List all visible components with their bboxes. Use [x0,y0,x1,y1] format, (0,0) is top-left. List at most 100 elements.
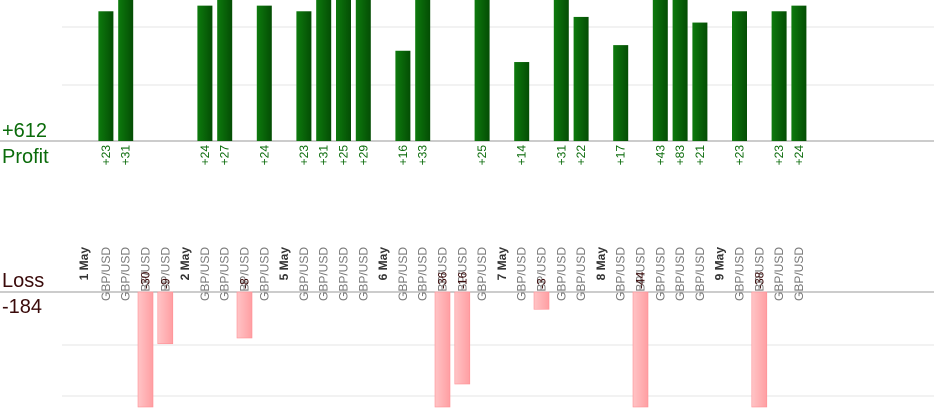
date-label: 5 May [277,247,291,281]
date-label: 2 May [178,247,192,281]
loss-bar [434,291,451,408]
profit-bar [217,0,233,141]
profit-data-label: +23 [297,145,311,166]
loss-bar [533,291,550,310]
loss-total: -184 [2,296,42,318]
pair-tick-label: GBP/USD [752,247,766,301]
pair-tick-label: GBP/USD [238,247,252,301]
loss-data-label: -8 [238,278,252,289]
pair-tick-label: GBP/USD [139,247,153,301]
profit-bar [771,11,787,142]
profit-data-label: +43 [653,145,667,166]
profit-bar [118,0,134,141]
pair-tick-label: GBP/USD [99,247,113,301]
pair-tick-label: GBP/USD [535,247,549,301]
pair-tick-label: GBP/USD [257,247,271,301]
profit-data-label: +29 [356,145,370,166]
profit-bar [98,11,114,142]
pair-tick-label: GBP/USD [772,247,786,301]
profit-bar [197,5,213,142]
pair-tick-label: GBP/USD [554,247,568,301]
profit-bar [415,0,431,141]
profit-data-label: +25 [337,145,351,166]
date-label: 7 May [495,247,509,281]
date-label: 6 May [376,247,390,281]
pair-tick-label: GBP/USD [416,247,430,301]
profit-bar [296,11,312,142]
pair-tick-label: GBP/USD [634,247,648,301]
profit-data-label: +24 [257,145,271,166]
loss-data-label: -44 [634,271,648,289]
pair-tick-label: GBP/USD [792,247,806,301]
profit-bar [573,16,589,142]
pair-tick-label: GBP/USD [317,247,331,301]
pair-tick-label: GBP/USD [475,247,489,301]
loss-data-label: -3 [535,278,549,289]
profit-bar [652,0,668,141]
loss-data-label: -9 [158,278,172,289]
profit-data-label: +24 [792,145,806,166]
profit-data-label: +33 [416,145,430,166]
profit-bar [355,0,371,141]
pair-tick-label: GBP/USD [356,247,370,301]
pair-tick-label: GBP/USD [693,247,707,301]
pair-tick-label: GBP/USD [396,247,410,301]
loss-bar [137,291,154,408]
profit-data-label: +31 [119,145,133,166]
pair-tick-label: GBP/USD [337,247,351,301]
profit-data-label: +31 [554,145,568,166]
profit-bar [514,62,530,141]
profit-bar [474,0,490,141]
profit-data-label: +31 [317,145,331,166]
profit-bar [692,22,708,142]
loss-data-label: -30 [139,271,153,289]
profit-data-label: +23 [733,145,747,166]
profit-data-label: +25 [475,145,489,166]
loss-bar [157,291,174,345]
pair-tick-label: GBP/USD [455,247,469,301]
profit-bar [336,0,351,141]
pair-tick-label: GBP/USD [653,247,667,301]
pair-tick-label: GBP/USD [574,247,588,301]
loss-bar [454,291,471,385]
profit-bar [791,5,807,142]
loss-data-label: -16 [455,271,469,289]
pair-tick-label: GBP/USD [515,247,529,301]
loss-bar [236,291,253,339]
profit-data-label: +17 [614,145,628,166]
profit-bar [316,0,332,141]
pair-tick-label: GBP/USD [158,247,172,301]
pair-tick-label: GBP/USD [673,247,687,301]
loss-data-label: -36 [436,271,450,289]
pair-tick-label: GBP/USD [297,247,311,301]
date-label: 8 May [594,247,608,281]
pair-tick-label: GBP/USD [614,247,628,301]
pair-tick-label: GBP/USD [436,247,450,301]
profit-total: +612 [2,120,47,142]
profit-data-label: +22 [574,145,588,166]
profit-data-label: +83 [673,145,687,166]
pair-tick-label: GBP/USD [198,247,212,301]
profit-data-label: +21 [693,145,707,166]
profit-bar [732,11,747,142]
pair-tick-label: GBP/USD [733,247,747,301]
loss-bar [632,291,649,408]
date-label: 9 May [713,247,727,281]
profit-data-label: +23 [99,145,113,166]
pair-tick-label: GBP/USD [119,247,133,301]
profit-data-label: +24 [198,145,212,166]
loss-bar [751,291,768,408]
loss-data-label: -38 [752,271,766,289]
profit-bar [395,50,411,142]
profit-data-label: +14 [515,145,529,166]
profit-bar [613,45,629,142]
profit-label: Profit [2,146,49,168]
profit-bar [672,0,688,141]
profit-bar [553,0,569,141]
profit-data-label: +23 [772,145,786,166]
profit-data-label: +16 [396,145,410,166]
loss-label: Loss [2,270,44,292]
profit-data-label: +27 [218,145,232,166]
